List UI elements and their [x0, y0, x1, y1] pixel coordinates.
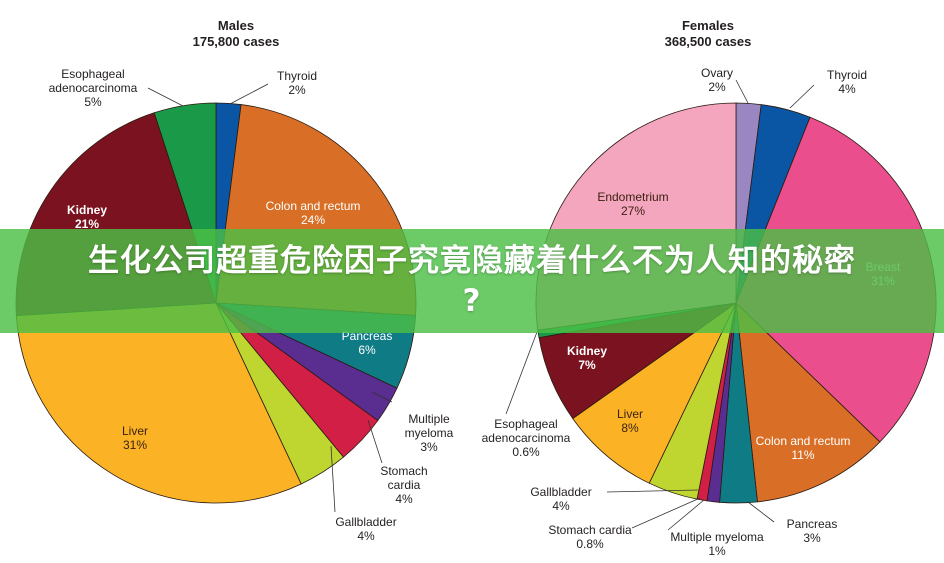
females-case-count: 368,500 cases: [664, 34, 752, 49]
male-label-esophageal: Esophageal adenocarcinoma 5%: [48, 67, 138, 109]
banner-title-line1: 生化公司超重危险因子究竟隐藏着什么不为人知的秘密: [88, 243, 856, 279]
female-label-endometrium: Endometrium 27%: [597, 190, 669, 218]
male-label-gallbladder: Gallbladder 4%: [335, 515, 397, 543]
leader-line: [147, 87, 184, 107]
title-banner-overlay: 生化公司超重危险因子究竟隐藏着什么不为人知的秘密 ?: [0, 229, 944, 333]
leader-line: [606, 489, 699, 493]
female-label-gallbladder: Gallbladder 4%: [530, 485, 592, 513]
female-label-stomach: Stomach cardia 0.8%: [548, 523, 632, 551]
males-title: Males: [217, 18, 255, 33]
male-label-pancreas: Pancreas 6%: [341, 329, 393, 357]
leader-line: [667, 499, 705, 531]
male-label-kidney: Kidney 21%: [66, 203, 108, 231]
leader-line: [330, 445, 336, 513]
female-label-liver: Liver 8%: [616, 407, 644, 435]
pie-slice-liver: [15, 302, 302, 504]
female-label-ovary: Ovary 2%: [700, 66, 734, 94]
leader-line: [505, 331, 538, 415]
male-label-stomach: Stomach cardia 4%: [380, 464, 428, 506]
leader-line: [371, 391, 393, 403]
leader-line: [789, 84, 815, 109]
leader-line: [367, 419, 383, 464]
males-chart-title: Males 175,800 cases: [0, 18, 472, 50]
female-label-pancreas: Pancreas 3%: [786, 517, 838, 545]
pie-slice-colon-and-rectum: [735, 301, 881, 503]
leader-line: [631, 497, 701, 529]
leader-line: [747, 501, 775, 523]
male-label-colon: Colon and rectum 24%: [265, 199, 361, 227]
female-label-kidney: Kidney 7%: [566, 344, 608, 372]
leader-line: [229, 83, 269, 105]
female-label-thyroid: Thyroid 4%: [826, 68, 868, 96]
banner-title-line2: ?: [462, 283, 482, 319]
leader-line: [735, 79, 749, 104]
female-label-esophageal: Esophageal adenocarcinoma 0.6%: [481, 417, 571, 459]
male-label-myeloma: Multiple myeloma 3%: [404, 412, 454, 454]
males-case-count: 175,800 cases: [192, 34, 280, 49]
females-chart-title: Females 368,500 cases: [472, 18, 944, 50]
male-label-thyroid: Thyroid 2%: [276, 69, 318, 97]
male-label-liver: Liver 31%: [121, 424, 149, 452]
pie-slice-liver: [572, 301, 738, 484]
female-label-colon: Colon and rectum 11%: [755, 434, 851, 462]
female-label-myeloma: Multiple myeloma 1%: [670, 530, 764, 558]
females-title: Females: [681, 18, 735, 33]
